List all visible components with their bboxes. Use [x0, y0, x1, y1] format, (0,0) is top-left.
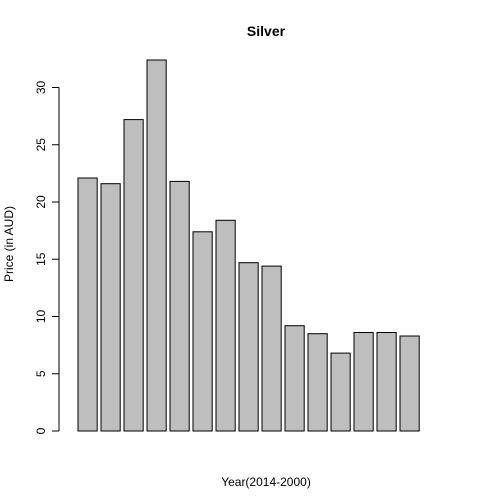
y-axis-label: Price (in AUD)	[2, 206, 16, 282]
bar	[123, 119, 144, 432]
y-tick-label: 5	[34, 370, 48, 377]
y-tick-label: 20	[34, 195, 48, 209]
y-tick-label: 0	[34, 427, 48, 434]
bar	[353, 332, 374, 432]
chart-title: Silver	[247, 23, 286, 39]
y-tick-label: 25	[34, 138, 48, 152]
bar	[330, 352, 351, 432]
bar	[284, 325, 305, 432]
y-tick-label: 15	[34, 252, 48, 266]
bar	[399, 335, 420, 432]
y-axis: 0 5 10 15 20 25 30	[34, 81, 60, 434]
bar	[376, 332, 397, 432]
bar	[169, 180, 190, 432]
bar	[146, 59, 167, 432]
bar	[307, 333, 328, 432]
bar	[77, 177, 98, 432]
bars-group	[77, 59, 420, 432]
x-axis-label: Year(2014-2000)	[221, 475, 311, 489]
bar	[238, 262, 259, 432]
y-tick-label: 30	[34, 81, 48, 95]
bar	[192, 231, 213, 432]
bar	[261, 265, 282, 432]
y-tick-label: 10	[34, 310, 48, 324]
bar	[100, 183, 121, 432]
bar	[215, 219, 236, 432]
